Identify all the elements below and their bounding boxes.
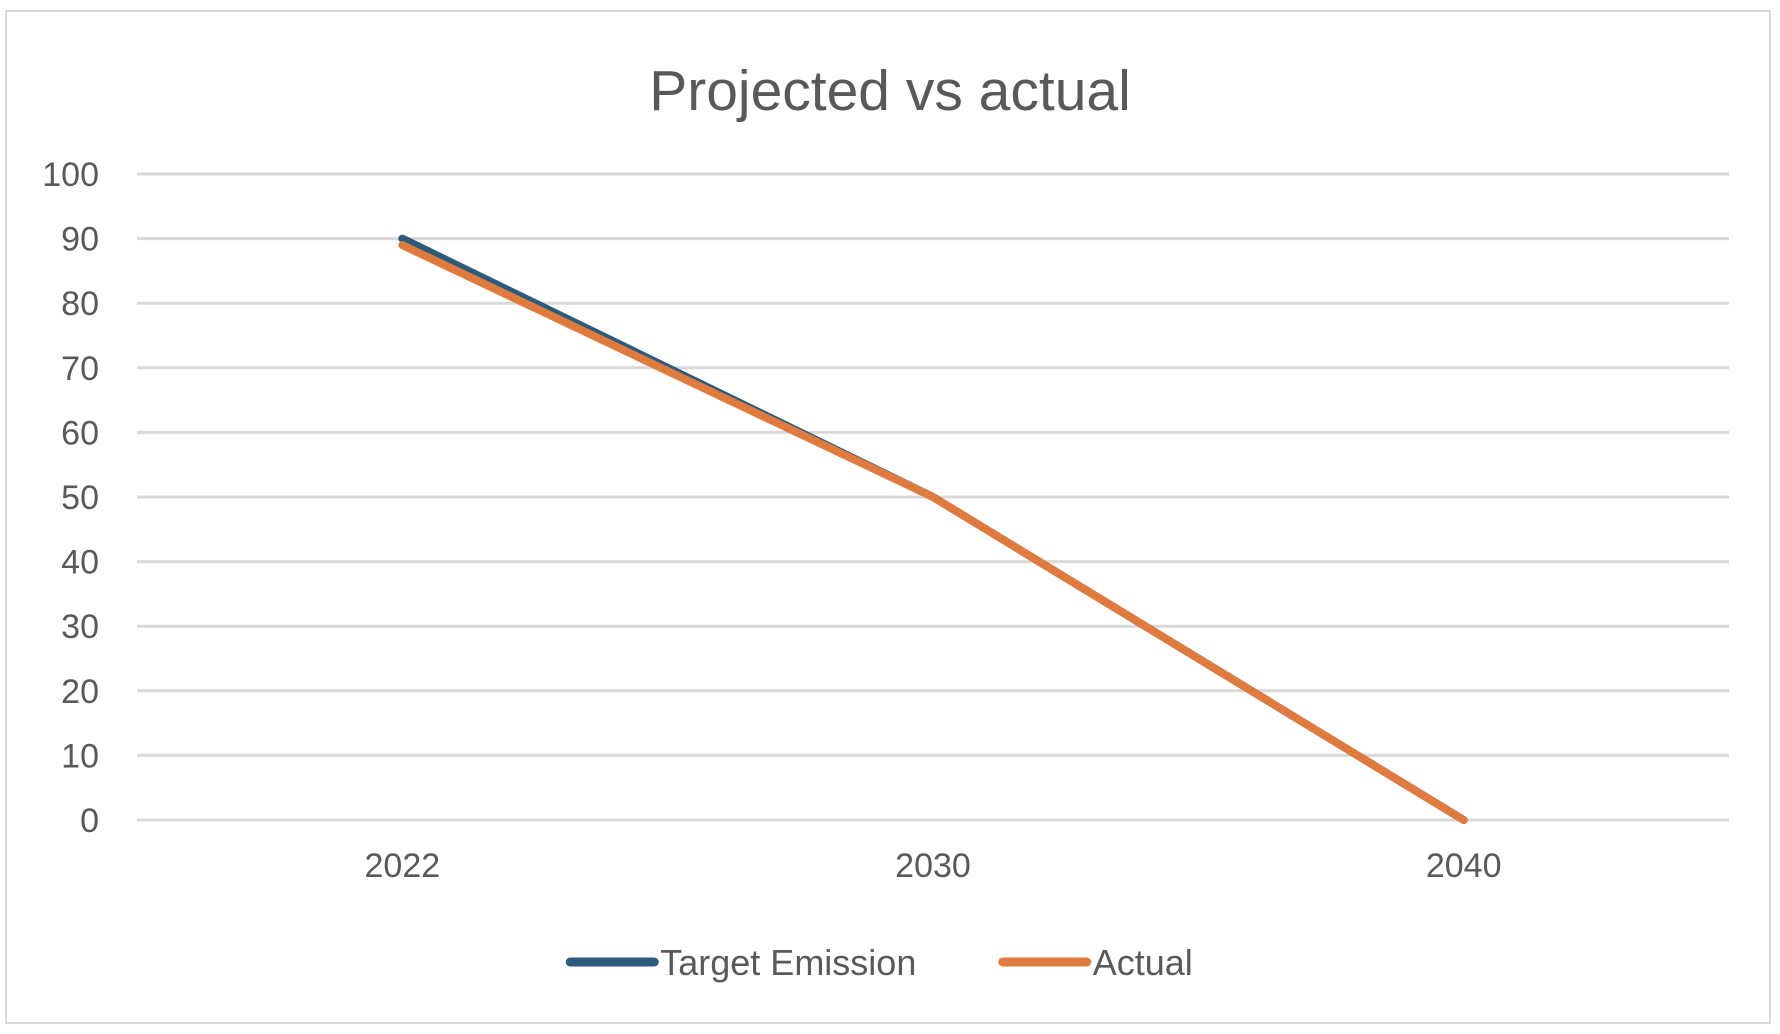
x-tick-label: 2022	[365, 847, 441, 885]
legend-label: Target Emission	[660, 942, 916, 983]
series-lines	[398, 234, 1468, 824]
y-tick-label: 40	[61, 544, 99, 582]
series-line-2	[398, 241, 1468, 824]
chart-frame: Projected vs actual 0 10 20 30 40 50 60 70 80 90 1…	[5, 10, 1771, 1024]
y-tick-label: 70	[61, 350, 99, 388]
series-line-1	[398, 234, 1468, 824]
y-tick-label: 80	[61, 285, 99, 323]
y-tick-label: 90	[61, 221, 99, 259]
x-tick-label: 2030	[895, 847, 971, 885]
legend-label: Actual	[1093, 942, 1193, 983]
y-tick-label: 50	[61, 479, 99, 517]
x-axis-ticks: 2022 2030 2040	[365, 847, 1502, 885]
y-tick-label: 60	[61, 414, 99, 452]
y-tick-label: 20	[61, 673, 99, 711]
y-tick-label: 0	[80, 802, 99, 840]
x-tick-label: 2040	[1426, 847, 1502, 885]
y-axis-ticks: 0 10 20 30 40 50 60 70 80 90 100	[42, 156, 99, 840]
y-tick-label: 100	[42, 156, 99, 194]
line-chart: Projected vs actual 01020304050607080901…	[42, 59, 1729, 983]
y-tick-label: 10	[61, 737, 99, 775]
y-tick-label: 30	[61, 608, 99, 646]
chart-title: Projected vs actual	[649, 59, 1131, 123]
legend: Target Emission Actual	[565, 942, 1193, 983]
